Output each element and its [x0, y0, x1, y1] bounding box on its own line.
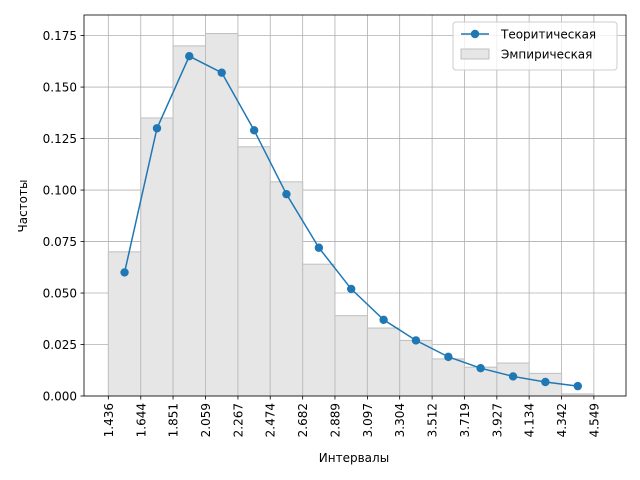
x-tick-label: 3.719 — [458, 403, 472, 437]
empirical-bar — [269, 181, 304, 397]
theoretical-point — [249, 126, 259, 135]
theoretical-point — [444, 352, 453, 362]
theoretical-point — [282, 189, 291, 199]
theoretical-point — [314, 243, 324, 252]
y-tick-label: 0.175 — [43, 29, 77, 43]
empirical-bar — [172, 45, 207, 397]
theoretical-point — [541, 377, 550, 387]
y-tick-labels: 0.000 0.025 0.050 0.075 0.100 0.125 0.150 0.175 — [43, 29, 77, 403]
theoretical-point — [411, 336, 421, 345]
theoretical-point — [379, 315, 388, 324]
x-tick-label: 3.512 — [426, 403, 440, 437]
axes — [80, 14, 627, 400]
empirical-bar — [302, 263, 336, 397]
legend-frame — [452, 21, 618, 71]
plot-frame — [83, 14, 627, 397]
legend: Теоритическая Эмпирическая — [452, 21, 618, 71]
legend-marker-swatch — [470, 29, 480, 39]
y-tick-label: 0.075 — [43, 235, 77, 249]
empirical-bar — [237, 146, 271, 397]
x-tick-label: 3.097 — [361, 403, 375, 437]
empirical-bar — [366, 327, 401, 397]
x-tick-label: 4.549 — [587, 403, 601, 437]
x-tick-label: 4.342 — [555, 403, 569, 437]
theoretical-point — [152, 124, 162, 133]
theoretical-point — [573, 381, 583, 391]
x-tick-label: 3.304 — [393, 403, 407, 437]
theoretical-point — [185, 51, 194, 61]
y-axis-label: Частоты — [16, 180, 30, 233]
theoretical-point — [346, 284, 356, 294]
y-tick-label: 0.100 — [43, 184, 77, 198]
x-tick-label: 2.059 — [199, 403, 213, 437]
empirical-bar — [399, 339, 433, 397]
theoretical-point — [217, 68, 226, 77]
x-tick-label: 2.682 — [296, 403, 310, 437]
theoretical-point — [476, 363, 485, 373]
x-tick-labels: 1.436 1.644 1.851 2.059 2.267 2.474 2.682 2.889… — [102, 403, 602, 437]
legend-label-empirical: Эмпирическая — [501, 48, 592, 62]
x-axis-label: Интервалы — [319, 451, 389, 465]
x-tick-label: 1.436 — [102, 403, 116, 437]
x-tick-label: 2.267 — [231, 403, 245, 437]
x-tick-label: 3.927 — [490, 403, 504, 437]
empirical-bar — [205, 33, 239, 397]
y-tick-label: 0.000 — [43, 390, 77, 404]
x-tick-label: 2.889 — [328, 403, 342, 437]
y-tick-label: 0.050 — [43, 287, 77, 301]
y-tick-label: 0.150 — [43, 81, 77, 95]
empirical-bar — [431, 358, 465, 397]
empirical-bar — [334, 315, 368, 397]
empirical-bar — [140, 117, 174, 397]
legend-label-theoretical: Теоритическая — [500, 28, 596, 42]
x-tick-label: 2.474 — [264, 403, 278, 437]
empirical-bar — [496, 362, 530, 397]
theoretical-point — [508, 372, 518, 381]
theoretical-line — [120, 51, 583, 391]
legend-bar-swatch — [460, 48, 490, 60]
y-tick-label: 0.025 — [43, 338, 77, 352]
theoretical-point — [120, 268, 129, 277]
x-tick-label: 4.134 — [523, 403, 537, 437]
x-tick-label: 1.644 — [134, 403, 148, 437]
x-tick-label: 1.851 — [167, 403, 181, 437]
empirical-bars — [107, 33, 595, 397]
y-tick-label: 0.125 — [43, 132, 77, 146]
